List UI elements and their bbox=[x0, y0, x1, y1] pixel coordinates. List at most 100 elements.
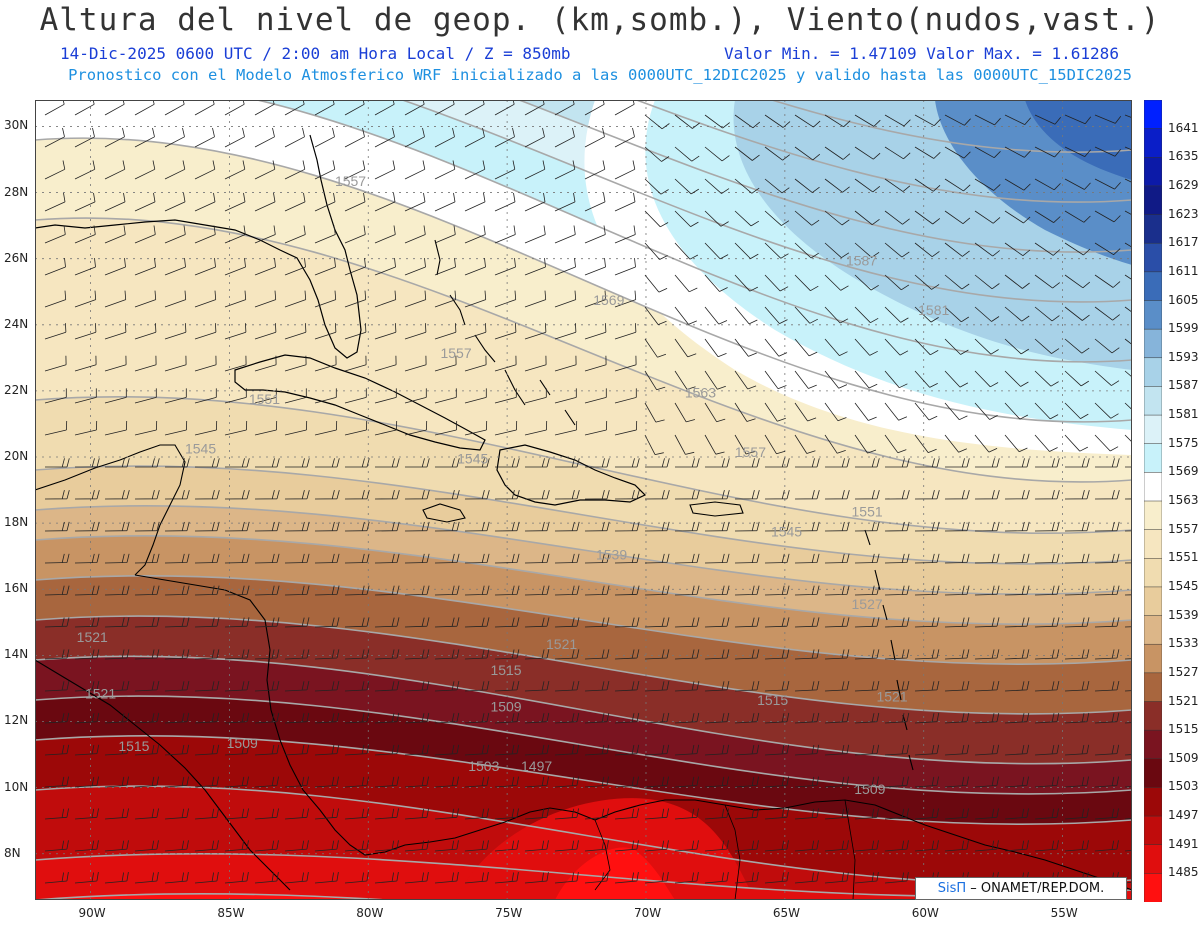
wind-barb bbox=[1004, 178, 1031, 191]
wind-barb bbox=[1094, 274, 1121, 288]
wind-barb bbox=[584, 553, 610, 564]
colorbar-level: 1599 bbox=[1168, 321, 1199, 336]
wind-barb bbox=[764, 434, 786, 455]
wind-barb bbox=[584, 521, 610, 532]
wind-barb bbox=[854, 274, 879, 291]
latitude-label: 28N bbox=[4, 184, 29, 199]
wind-barb bbox=[1064, 489, 1090, 500]
wind-barb bbox=[254, 225, 276, 244]
wind-barb bbox=[884, 146, 911, 160]
wind-barb bbox=[104, 712, 130, 724]
wind-barb bbox=[794, 744, 820, 756]
wind-barb bbox=[284, 553, 310, 564]
longitude-label: 85W bbox=[217, 906, 245, 920]
wind-barb bbox=[494, 388, 517, 404]
wind-barb bbox=[914, 370, 938, 388]
wind-barb bbox=[644, 681, 670, 692]
wind-barb bbox=[884, 274, 910, 291]
wind-barb bbox=[734, 585, 760, 596]
wind-barb bbox=[464, 521, 490, 532]
coastlines bbox=[35, 134, 1132, 900]
wind-barb bbox=[314, 388, 337, 404]
wind-barb bbox=[1124, 498, 1132, 500]
contour-labels: 1557 1557 1551 1545 1545 1569 1563 1557 1587 1581… bbox=[77, 173, 950, 797]
wind-barb bbox=[434, 258, 456, 276]
wind-barb bbox=[644, 553, 670, 564]
wind-barb bbox=[944, 242, 970, 257]
wind-barb bbox=[314, 225, 336, 244]
wind-barb bbox=[705, 458, 730, 468]
wind-barb bbox=[524, 744, 550, 756]
model-info-line: Pronostico con el Modelo Atmosferico WRF… bbox=[68, 66, 1132, 84]
wind-barb bbox=[314, 776, 339, 788]
wind-barb bbox=[1094, 242, 1121, 256]
valid-time-line: 14-Dic-2025 0600 UTC / 2:00 am Hora Loca… bbox=[60, 44, 1119, 63]
wind-barb bbox=[944, 617, 970, 628]
wind-barb bbox=[794, 402, 817, 422]
wind-barb bbox=[285, 458, 310, 468]
wind-barb bbox=[794, 306, 818, 324]
wind-barb bbox=[974, 744, 1000, 756]
wind-barb bbox=[1124, 881, 1132, 884]
wind-barb bbox=[1004, 776, 1029, 788]
colorbar-level: 1563 bbox=[1168, 493, 1199, 507]
wind-barb bbox=[854, 521, 880, 532]
colorbar-level: 1617 bbox=[1168, 235, 1199, 250]
wind-barb bbox=[734, 402, 756, 422]
wind-barb bbox=[914, 114, 941, 127]
wind-barb bbox=[404, 872, 429, 884]
wind-barb bbox=[464, 553, 490, 564]
wind-barb bbox=[1094, 114, 1122, 124]
wind-barb bbox=[254, 872, 279, 884]
wind-barb bbox=[974, 553, 1000, 564]
height-band bbox=[35, 575, 1132, 714]
wind-barb bbox=[644, 370, 666, 391]
wind-barb bbox=[1094, 585, 1120, 596]
wind-barb bbox=[524, 712, 550, 724]
wind-barb bbox=[344, 258, 366, 276]
wind-barb bbox=[674, 274, 698, 293]
wind-barb bbox=[165, 458, 190, 468]
wind-barb bbox=[524, 323, 547, 340]
wind-barb bbox=[824, 585, 850, 596]
wind-barb bbox=[314, 160, 336, 180]
wind-barb bbox=[44, 160, 66, 180]
wind-barb bbox=[554, 872, 579, 884]
contour-label: 1515 bbox=[490, 662, 521, 678]
wind-barb bbox=[344, 681, 370, 692]
wind-barb bbox=[914, 402, 938, 421]
wind-barb bbox=[524, 192, 546, 212]
colorbar-level: 1515 bbox=[1168, 722, 1199, 737]
latitude-label: 24N bbox=[4, 316, 29, 331]
wind-barb bbox=[554, 585, 580, 596]
wind-barb bbox=[464, 290, 487, 308]
colorbar-level: 1575 bbox=[1168, 435, 1199, 450]
wind-barb bbox=[134, 744, 160, 756]
wind-barb bbox=[1004, 306, 1030, 322]
wind-barb bbox=[404, 420, 428, 436]
wind-barb bbox=[224, 553, 250, 564]
wind-barb bbox=[344, 420, 368, 436]
wind-barb bbox=[195, 458, 220, 468]
wind-barb bbox=[375, 458, 400, 468]
wind-barb bbox=[374, 521, 400, 532]
wind-barb bbox=[944, 712, 970, 724]
contour-label: 1521 bbox=[85, 685, 116, 701]
wind-barb bbox=[554, 225, 576, 244]
wind-barb bbox=[734, 617, 760, 628]
wind-barb bbox=[854, 434, 877, 454]
wind-barb bbox=[1004, 553, 1030, 564]
wind-barb bbox=[104, 872, 129, 884]
contour-label: 1521 bbox=[77, 629, 108, 645]
wind-barb bbox=[1004, 338, 1030, 355]
wind-barb bbox=[794, 649, 820, 660]
wind-barb bbox=[1004, 242, 1031, 257]
wind-barb bbox=[914, 210, 941, 225]
wind-barb bbox=[314, 808, 339, 820]
wind-barb bbox=[554, 489, 580, 500]
wind-barb bbox=[284, 585, 310, 596]
wind-barb bbox=[194, 521, 220, 532]
wind-barb bbox=[74, 585, 100, 596]
wind-barb bbox=[524, 872, 549, 884]
wind-barb bbox=[554, 744, 580, 756]
